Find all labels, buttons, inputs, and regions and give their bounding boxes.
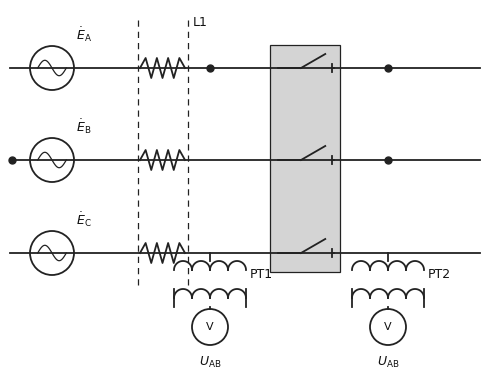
Text: L1: L1 [193,16,208,28]
Text: $\dot{E}_{\mathrm{C}}$: $\dot{E}_{\mathrm{C}}$ [76,211,92,229]
Text: $\dot{E}_{\mathrm{B}}$: $\dot{E}_{\mathrm{B}}$ [76,117,92,136]
Text: $\dot{E}_{\mathrm{A}}$: $\dot{E}_{\mathrm{A}}$ [76,25,92,44]
Text: PT1: PT1 [250,269,273,282]
Text: V: V [384,322,392,332]
Text: $U_{\mathrm{AB}}$: $U_{\mathrm{AB}}$ [199,355,221,370]
Text: $U_{\mathrm{AB}}$: $U_{\mathrm{AB}}$ [377,355,399,370]
Text: V: V [206,322,214,332]
Bar [270,45,340,272]
Text: PT2: PT2 [428,269,451,282]
